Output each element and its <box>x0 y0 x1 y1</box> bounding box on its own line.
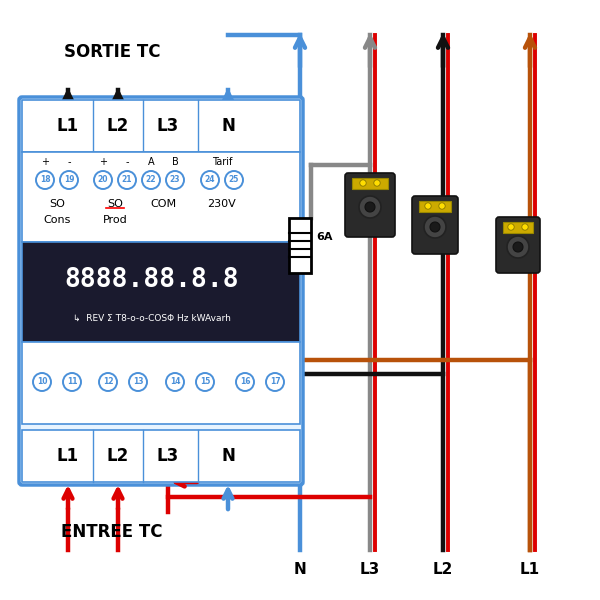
Circle shape <box>266 373 284 391</box>
Circle shape <box>94 171 112 189</box>
Bar <box>22 430 300 482</box>
Text: 24: 24 <box>205 175 215 185</box>
Text: Prod: Prod <box>103 215 127 225</box>
Text: +: + <box>41 157 49 167</box>
Text: L3: L3 <box>157 117 179 135</box>
Circle shape <box>63 373 81 391</box>
Circle shape <box>374 180 380 186</box>
Text: L1: L1 <box>520 563 540 577</box>
Text: SO: SO <box>107 199 123 209</box>
Circle shape <box>424 216 446 238</box>
FancyBboxPatch shape <box>412 196 458 254</box>
Text: 25: 25 <box>229 175 239 185</box>
Circle shape <box>430 222 440 232</box>
Text: 15: 15 <box>200 377 210 386</box>
Text: B: B <box>172 157 178 167</box>
Circle shape <box>425 203 431 209</box>
Text: N: N <box>221 117 235 135</box>
Text: 13: 13 <box>133 377 143 386</box>
Circle shape <box>439 203 445 209</box>
Bar <box>419 201 451 212</box>
Circle shape <box>225 171 243 189</box>
Bar <box>22 100 300 152</box>
FancyBboxPatch shape <box>496 217 540 273</box>
Text: L2: L2 <box>433 563 453 577</box>
Text: L3: L3 <box>157 447 179 465</box>
Bar <box>22 342 300 424</box>
Text: 19: 19 <box>64 175 74 185</box>
Text: L3: L3 <box>360 563 380 577</box>
Text: L2: L2 <box>107 447 129 465</box>
Circle shape <box>36 171 54 189</box>
Text: Tarif: Tarif <box>212 157 232 167</box>
Text: 6A: 6A <box>316 232 332 242</box>
Text: 16: 16 <box>240 377 250 386</box>
Text: SO: SO <box>49 199 65 209</box>
Circle shape <box>99 373 117 391</box>
Text: L1: L1 <box>57 117 79 135</box>
Circle shape <box>236 373 254 391</box>
Circle shape <box>522 224 528 230</box>
Circle shape <box>360 180 366 186</box>
Text: 11: 11 <box>67 377 77 386</box>
Bar <box>22 242 300 342</box>
Bar <box>352 178 388 189</box>
Text: 23: 23 <box>170 175 180 185</box>
Text: 230V: 230V <box>208 199 236 209</box>
Text: SORTIE TC: SORTIE TC <box>64 43 160 61</box>
Circle shape <box>118 171 136 189</box>
Circle shape <box>359 196 381 218</box>
Text: -: - <box>125 157 129 167</box>
Bar <box>289 217 311 272</box>
Text: ENTREE TC: ENTREE TC <box>61 523 163 541</box>
Text: 10: 10 <box>37 377 47 386</box>
Circle shape <box>166 373 184 391</box>
Text: 22: 22 <box>146 175 156 185</box>
Text: 20: 20 <box>98 175 108 185</box>
Text: 18: 18 <box>40 175 50 185</box>
Text: 21: 21 <box>122 175 132 185</box>
Circle shape <box>129 373 147 391</box>
Bar <box>22 152 300 242</box>
Text: ↳  REV Σ T8-o-o-COSΦ Hz kWAvarh: ↳ REV Σ T8-o-o-COSΦ Hz kWAvarh <box>73 313 231 323</box>
Text: 8888.88.8.8: 8888.88.8.8 <box>65 267 239 293</box>
Text: A: A <box>148 157 154 167</box>
FancyBboxPatch shape <box>345 173 395 237</box>
Circle shape <box>201 171 219 189</box>
Text: 17: 17 <box>269 377 280 386</box>
Text: Cons: Cons <box>43 215 71 225</box>
Text: 14: 14 <box>170 377 180 386</box>
Text: +: + <box>99 157 107 167</box>
Text: N: N <box>293 563 307 577</box>
Circle shape <box>508 224 514 230</box>
Circle shape <box>196 373 214 391</box>
Circle shape <box>60 171 78 189</box>
Circle shape <box>166 171 184 189</box>
Text: L1: L1 <box>57 447 79 465</box>
Circle shape <box>507 236 529 258</box>
FancyBboxPatch shape <box>19 97 303 485</box>
Text: COM: COM <box>150 199 176 209</box>
Text: N: N <box>221 447 235 465</box>
Bar <box>503 222 533 233</box>
Text: -: - <box>67 157 71 167</box>
Circle shape <box>142 171 160 189</box>
Circle shape <box>365 202 375 212</box>
Text: 12: 12 <box>103 377 113 386</box>
Text: L2: L2 <box>107 117 129 135</box>
Circle shape <box>33 373 51 391</box>
Circle shape <box>513 242 523 252</box>
